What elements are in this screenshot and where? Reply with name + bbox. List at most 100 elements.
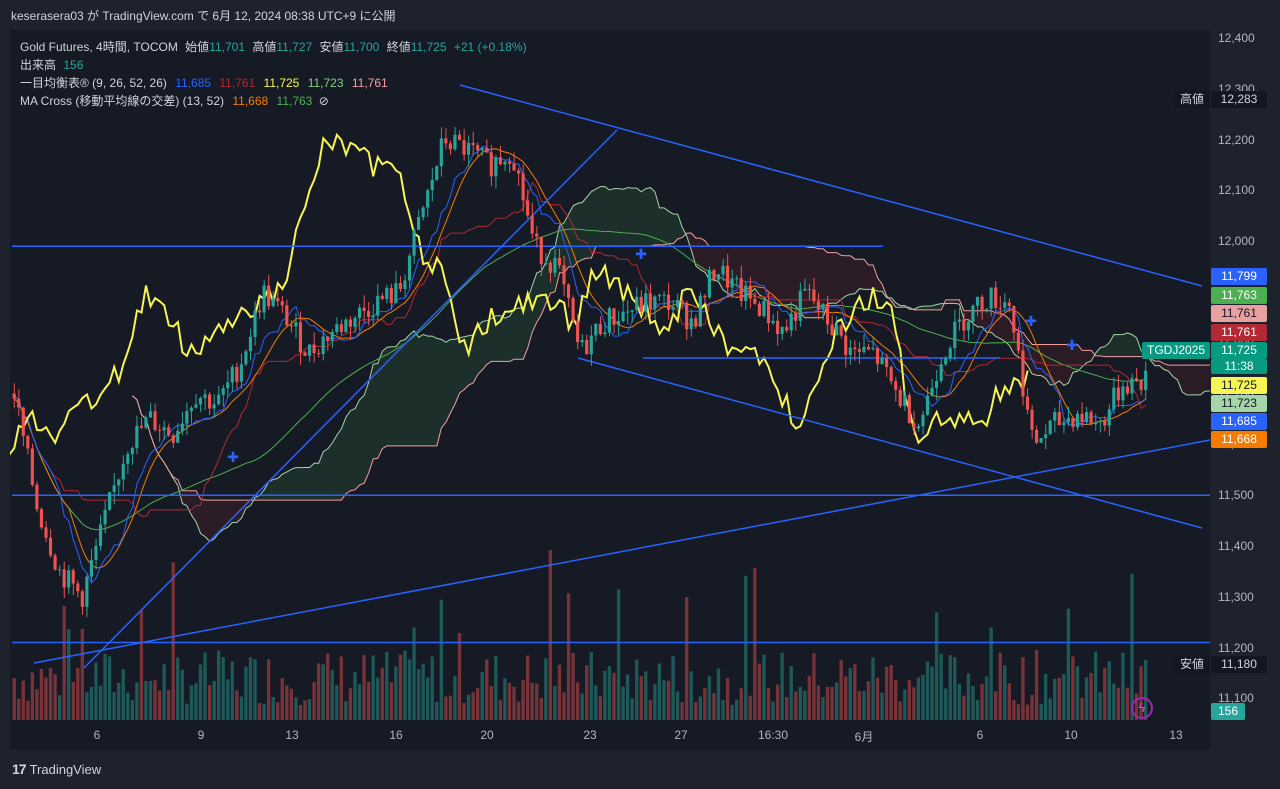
cloud-segment: [286, 469, 292, 501]
volume-bar: [207, 685, 212, 720]
volume-bar: [898, 701, 902, 720]
macross-label: MA Cross (移動平均線の交差) (13, 52): [20, 94, 225, 108]
volume-bar: [857, 691, 862, 720]
candle-body: [239, 364, 243, 382]
volume-bar: [21, 680, 25, 720]
candle-body: [130, 448, 134, 455]
volume-bar: [257, 702, 262, 720]
volume-bar: [989, 627, 993, 720]
candle-body: [1057, 412, 1061, 426]
cloud-segment: [500, 315, 506, 362]
cloud-segment: [823, 248, 828, 318]
candle-body: [580, 340, 584, 343]
ichimoku-span-b-line: [132, 232, 1210, 501]
cloud-segment: [514, 308, 519, 360]
price-tag: 11,668: [1211, 431, 1267, 448]
cloud-segment: [332, 435, 337, 501]
volume-bar: [53, 674, 57, 720]
volume-bar: [444, 696, 448, 720]
volume-bar: [475, 688, 480, 720]
cloud-segment: [314, 463, 319, 501]
candle-body: [1094, 422, 1098, 425]
volume-bar: [1016, 704, 1021, 720]
cloud-segment: [473, 326, 478, 383]
volume-bar: [85, 692, 89, 720]
cloud-segment: [1182, 365, 1187, 395]
cloud-segment: [609, 188, 615, 246]
candle-body: [894, 381, 898, 390]
candle-body: [535, 233, 539, 237]
volume-bar: [748, 695, 752, 720]
candle-body: [944, 358, 948, 365]
volume-bar: [1125, 687, 1130, 720]
volume-bar: [771, 701, 775, 720]
volume-bar: [594, 685, 598, 720]
symbol-tag: TGDJ2025: [1142, 342, 1210, 359]
volume-bar: [644, 671, 648, 720]
price-tag: 11,763: [1211, 287, 1267, 304]
ohlc-low-label: 安値: [319, 40, 344, 54]
price-chart[interactable]: ✚ ✚ ✚ ✚: [10, 30, 1210, 750]
cloud-segment: [750, 246, 755, 293]
cloud-segment: [277, 474, 283, 501]
candle-body: [721, 265, 725, 275]
candle-body: [1030, 409, 1034, 430]
candle-body: [603, 332, 607, 335]
eye-off-icon[interactable]: ⊘: [318, 94, 329, 108]
volume-bar: [212, 680, 216, 720]
cloud-segment: [373, 363, 378, 460]
cloud-segment: [1177, 365, 1183, 392]
volume-bar: [607, 666, 612, 720]
volume-bar: [135, 682, 139, 720]
volume-bar: [630, 698, 634, 720]
cloud-segment: [209, 500, 215, 542]
volume-bar: [866, 681, 871, 720]
cloud-segment: [296, 467, 301, 501]
candle-body: [1089, 412, 1093, 425]
ichimoku-chikou-value: 11,725: [263, 76, 300, 90]
candle-body: [385, 287, 389, 299]
volume-bar: [739, 688, 743, 720]
candle-body: [403, 280, 407, 289]
volume-bar: [1062, 673, 1066, 720]
candle-body: [89, 559, 93, 577]
cloud-segment: [523, 299, 528, 360]
candle-body: [548, 262, 552, 273]
chart-panel[interactable]: ✚ ✚ ✚ ✚: [10, 30, 1210, 750]
candle-body: [1066, 417, 1070, 423]
cloud-segment: [595, 186, 601, 247]
cloud-segment: [818, 248, 824, 318]
volume-bar: [62, 606, 66, 720]
volume-bar: [412, 627, 416, 720]
cloud-segment: [186, 490, 192, 516]
cloud-segment: [282, 471, 287, 501]
cloud-segment: [1163, 363, 1169, 372]
volume-bar: [666, 680, 671, 720]
volume-bar: [530, 682, 534, 720]
candle-body: [748, 285, 752, 299]
candle-body: [94, 545, 98, 560]
candle-body: [553, 258, 557, 273]
cloud-segment: [573, 203, 578, 267]
volume-bar: [875, 677, 880, 720]
candle-body: [821, 303, 825, 310]
candle-body: [948, 348, 952, 359]
volume-bar: [171, 562, 175, 720]
volume-bar: [266, 659, 271, 720]
ohlc-open-label: 始値: [185, 40, 210, 54]
lightning-alert-icon[interactable]: ϟ: [1131, 697, 1153, 719]
cloud-segment: [1191, 365, 1196, 395]
candle-body: [612, 308, 616, 325]
volume-bar: [39, 668, 44, 720]
cloud-segment: [441, 339, 446, 429]
cloud-segment: [864, 259, 869, 290]
candle-body: [1007, 302, 1011, 306]
candle-body: [716, 274, 721, 280]
candle-body: [289, 325, 293, 327]
price-tag: 11,723: [1211, 395, 1267, 412]
volume-bar: [689, 671, 693, 720]
volume-bar: [784, 697, 789, 720]
candle-body: [1021, 350, 1025, 397]
price-tag: 11,725: [1211, 377, 1267, 394]
candle-body: [766, 300, 771, 324]
